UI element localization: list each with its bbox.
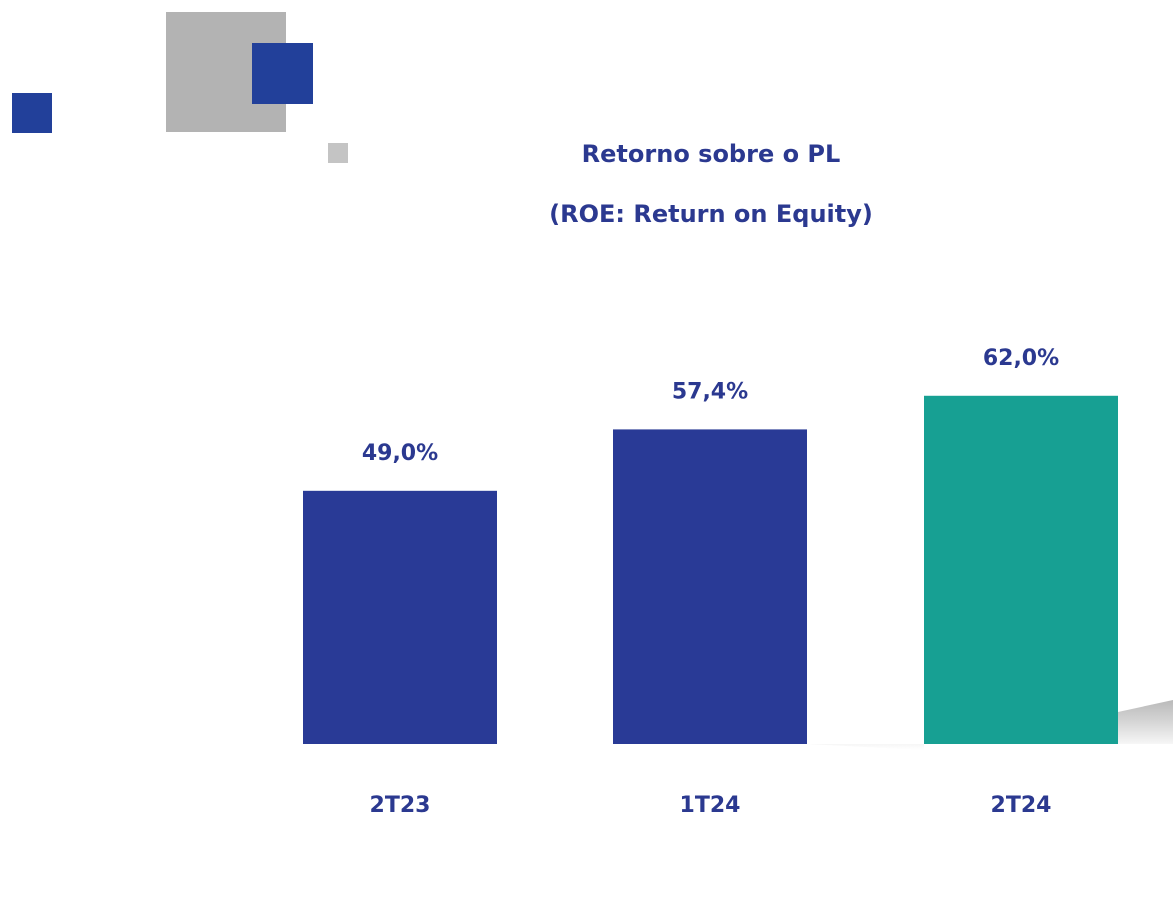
chart-subtitle: (ROE: Return on Equity) <box>549 200 873 228</box>
bar <box>924 395 1118 744</box>
chart-title: Retorno sobre o PL <box>582 140 841 168</box>
x-tick-label: 2T24 <box>991 793 1052 818</box>
decor-square <box>328 143 348 163</box>
x-tick-label: 1T24 <box>680 793 741 818</box>
data-label: 49,0% <box>362 441 438 466</box>
x-tick-label: 2T23 <box>370 793 431 818</box>
bar <box>613 429 807 744</box>
decor-square <box>252 43 313 104</box>
bar <box>303 490 497 744</box>
decor-square <box>12 93 52 133</box>
data-label: 62,0% <box>983 346 1059 371</box>
data-label: 57,4% <box>672 379 748 404</box>
